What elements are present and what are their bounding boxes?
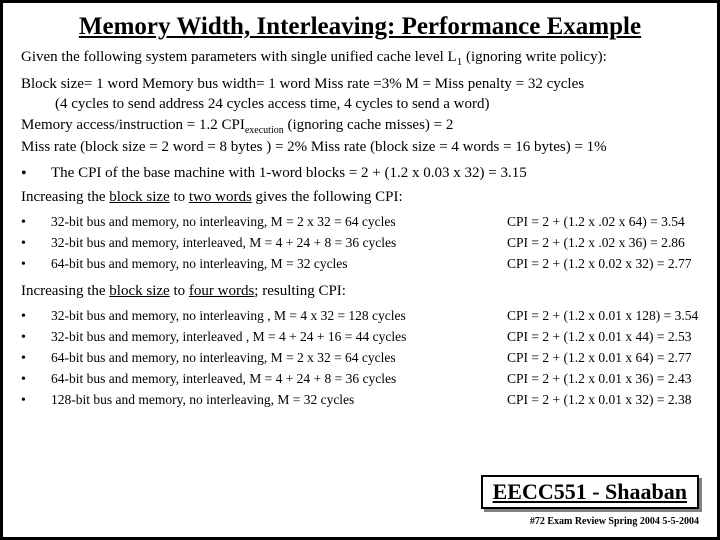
bullet-dot: •: [21, 233, 51, 254]
sec2-b: to: [170, 189, 189, 205]
item-desc: 32-bit bus and memory, interleaved , M =…: [51, 327, 507, 348]
param-line-1: Block size= 1 word Memory bus width= 1 w…: [21, 74, 699, 94]
sec4-a: Increasing the: [21, 283, 109, 299]
section-two-words: Increasing the block size to two words g…: [21, 189, 699, 206]
param-l3sub: execution: [245, 125, 284, 136]
slide-title: Memory Width, Interleaving: Performance …: [21, 13, 699, 41]
slide: Memory Width, Interleaving: Performance …: [0, 0, 720, 540]
list-item: •64-bit bus and memory, interleaved, M =…: [21, 369, 699, 390]
item-desc: 32-bit bus and memory, interleaved, M = …: [51, 233, 507, 254]
list-item: •64-bit bus and memory, no interleaving,…: [21, 348, 699, 369]
sec2-u1: block size: [109, 189, 169, 205]
param-l3a: Memory access/instruction = 1.2 CPI: [21, 117, 245, 133]
list-item: •128-bit bus and memory, no interleaving…: [21, 390, 699, 411]
bullet-dot: •: [21, 348, 51, 369]
item-cpi: CPI = 2 + (1.2 x .02 x 64) = 3.54: [507, 212, 699, 233]
item-cpi: CPI = 2 + (1.2 x 0.02 x 32) = 2.77: [507, 254, 699, 275]
sec2-u2: two words: [189, 189, 252, 205]
item-desc: 64-bit bus and memory, no interleaving, …: [51, 348, 507, 369]
item-desc: 128-bit bus and memory, no interleaving,…: [51, 390, 507, 411]
base-cpi-row: • The CPI of the base machine with 1-wor…: [21, 165, 699, 183]
item-cpi: CPI = 2 + (1.2 x 0.01 x 128) = 3.54: [507, 306, 699, 327]
item-cpi: CPI = 2 + (1.2 x .02 x 36) = 2.86: [507, 233, 699, 254]
item-cpi: CPI = 2 + (1.2 x 0.01 x 44) = 2.53: [507, 327, 699, 348]
params-block: Block size= 1 word Memory bus width= 1 w…: [21, 74, 699, 157]
param-line-2: (4 cycles to send address 24 cycles acce…: [55, 94, 699, 114]
list-two-words: •32-bit bus and memory, no interleaving,…: [21, 212, 699, 275]
intro-line: Given the following system parameters wi…: [21, 49, 699, 68]
bullet-dot: •: [21, 327, 51, 348]
item-cpi: CPI = 2 + (1.2 x 0.01 x 36) = 2.43: [507, 369, 699, 390]
list-item: •32-bit bus and memory, interleaved , M …: [21, 327, 699, 348]
bullet-dot: •: [21, 390, 51, 411]
intro-text-a: Given the following system parameters wi…: [21, 49, 457, 65]
base-cpi-text: The CPI of the base machine with 1-word …: [51, 165, 699, 182]
section-four-words: Increasing the block size to four words;…: [21, 283, 699, 300]
sec2-a: Increasing the: [21, 189, 109, 205]
intro-text-b: (ignoring write policy):: [462, 49, 607, 65]
list-item: •32-bit bus and memory, no interleaving,…: [21, 212, 699, 233]
list-item: •64-bit bus and memory, no interleaving,…: [21, 254, 699, 275]
sec2-c: gives the following CPI:: [252, 189, 403, 205]
sec4-c: ; resulting CPI:: [254, 283, 346, 299]
bullet-dot: •: [21, 165, 51, 183]
bullet-dot: •: [21, 306, 51, 327]
bullet-dot: •: [21, 369, 51, 390]
sec4-u2: four words: [189, 283, 254, 299]
item-cpi: CPI = 2 + (1.2 x 0.01 x 32) = 2.38: [507, 390, 699, 411]
param-l3b: (ignoring cache misses) = 2: [284, 117, 454, 133]
footer-page-info: #72 Exam Review Spring 2004 5-5-2004: [530, 516, 699, 527]
list-four-words: •32-bit bus and memory, no interleaving …: [21, 306, 699, 411]
bullet-dot: •: [21, 212, 51, 233]
bullet-dot: •: [21, 254, 51, 275]
param-line-4: Miss rate (block size = 2 word = 8 bytes…: [21, 137, 699, 157]
item-desc: 32-bit bus and memory, no interleaving ,…: [51, 306, 507, 327]
list-item: •32-bit bus and memory, interleaved, M =…: [21, 233, 699, 254]
footer-course-box: EECC551 - Shaaban: [481, 475, 699, 509]
list-item: •32-bit bus and memory, no interleaving …: [21, 306, 699, 327]
sec4-u1: block size: [109, 283, 169, 299]
item-desc: 32-bit bus and memory, no interleaving, …: [51, 212, 507, 233]
param-line-3: Memory access/instruction = 1.2 CPIexecu…: [21, 115, 699, 138]
item-desc: 64-bit bus and memory, no interleaving, …: [51, 254, 507, 275]
sec4-b: to: [170, 283, 189, 299]
item-desc: 64-bit bus and memory, interleaved, M = …: [51, 369, 507, 390]
item-cpi: CPI = 2 + (1.2 x 0.01 x 64) = 2.77: [507, 348, 699, 369]
